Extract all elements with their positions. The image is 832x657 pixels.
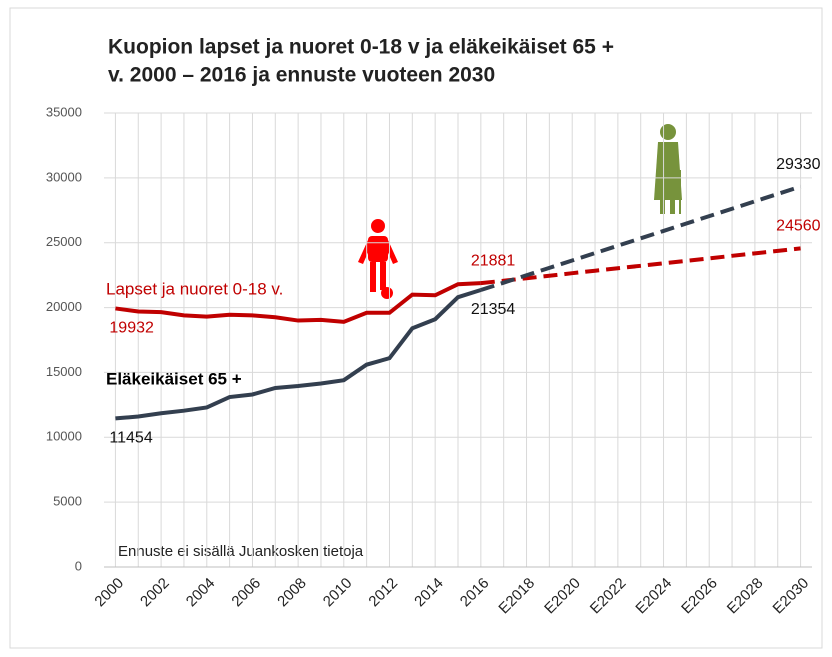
data-label: 29330 [776,156,821,173]
data-label: 19932 [109,320,154,337]
series-label: Lapset ja nuoret 0-18 v. [106,279,283,298]
y-tick-label: 5000 [53,494,82,509]
y-tick-label: 10000 [46,429,82,444]
series-label: Eläkeikäiset 65 + [106,369,242,388]
y-tick-label: 35000 [46,104,82,119]
y-tick-label: 30000 [46,169,82,184]
series-line [480,184,802,292]
data-label: 21881 [471,252,516,269]
chart-title: v. 2000 – 2016 ja ennuste vuoteen 2030 [108,64,495,87]
data-label: 11454 [109,430,152,447]
y-tick-label: 20000 [46,299,82,314]
series-line [115,281,481,324]
annotation: Ennuste ei sisällä Juankosken tietoja [118,543,364,560]
series-line [115,288,482,421]
data-label: 24560 [776,218,821,235]
y-tick-label: 15000 [46,364,82,379]
chart-title: Kuopion lapset ja nuoret 0-18 v ja eläke… [108,36,614,59]
data-label: 21354 [471,301,516,318]
series-line [480,246,801,286]
y-tick-label: 25000 [46,234,82,249]
y-tick-label: 0 [75,558,82,573]
